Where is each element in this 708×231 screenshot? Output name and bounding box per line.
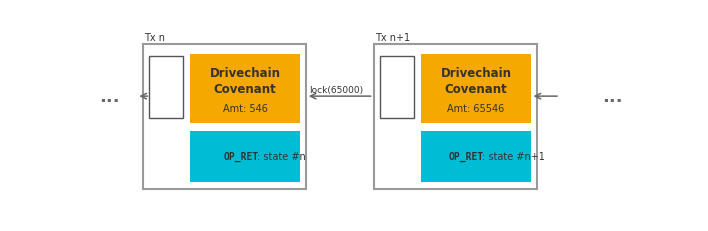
Text: OP_RET: OP_RET — [224, 152, 258, 162]
Text: lock(65000): lock(65000) — [309, 85, 363, 94]
Text: : state #n+1: : state #n+1 — [482, 152, 545, 161]
Bar — [142, 45, 306, 189]
Bar — [379, 57, 413, 118]
Text: ...: ... — [99, 88, 120, 106]
Text: : state #n: : state #n — [256, 152, 305, 161]
Text: Amt: 546: Amt: 546 — [222, 103, 268, 113]
Text: Drivechain
Covenant: Drivechain Covenant — [440, 67, 512, 96]
Bar — [421, 131, 531, 182]
Bar — [190, 131, 299, 182]
Text: Drivechain
Covenant: Drivechain Covenant — [210, 67, 280, 96]
Text: Amt: 65546: Amt: 65546 — [447, 103, 505, 113]
Bar — [149, 57, 183, 118]
Bar — [421, 55, 531, 124]
Text: ...: ... — [602, 88, 622, 106]
Text: Tx n: Tx n — [144, 33, 165, 43]
Bar — [374, 45, 537, 189]
Text: Tx n+1: Tx n+1 — [375, 33, 411, 43]
Text: OP_RET: OP_RET — [449, 152, 484, 162]
Bar — [190, 55, 299, 124]
